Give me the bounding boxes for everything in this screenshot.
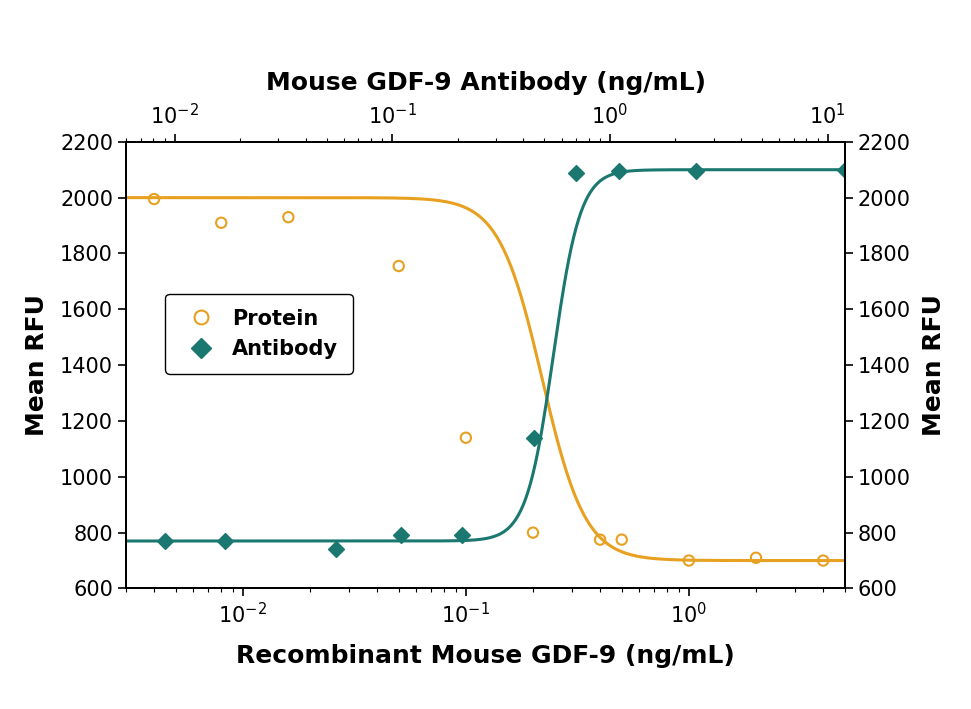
Point (393, 530, 409, 541)
X-axis label: Mouse GDF-9 Antibody (ng/mL): Mouse GDF-9 Antibody (ng/mL) (265, 70, 706, 94)
Point (328, 544, 344, 555)
Point (391, 260, 407, 272)
Point (816, 555, 831, 566)
Point (526, 432, 542, 443)
Point (688, 165, 704, 177)
Point (837, 164, 853, 175)
Point (681, 555, 696, 566)
Y-axis label: Mean RFU: Mean RFU (922, 294, 946, 436)
Point (611, 165, 626, 177)
Point (458, 432, 474, 443)
Point (217, 535, 232, 547)
Y-axis label: Mean RFU: Mean RFU (25, 294, 49, 436)
Point (101, 531, 117, 542)
Point (592, 534, 608, 545)
Point (454, 530, 470, 541)
Point (281, 211, 296, 223)
Point (614, 534, 629, 545)
Point (568, 167, 584, 178)
Legend: Protein, Antibody: Protein, Antibody (165, 294, 352, 374)
Point (749, 552, 764, 564)
Point (156, 535, 172, 547)
Point (147, 194, 162, 205)
Point (525, 527, 541, 538)
X-axis label: Recombinant Mouse GDF-9 (ng/mL): Recombinant Mouse GDF-9 (ng/mL) (236, 644, 735, 668)
Point (214, 217, 229, 228)
